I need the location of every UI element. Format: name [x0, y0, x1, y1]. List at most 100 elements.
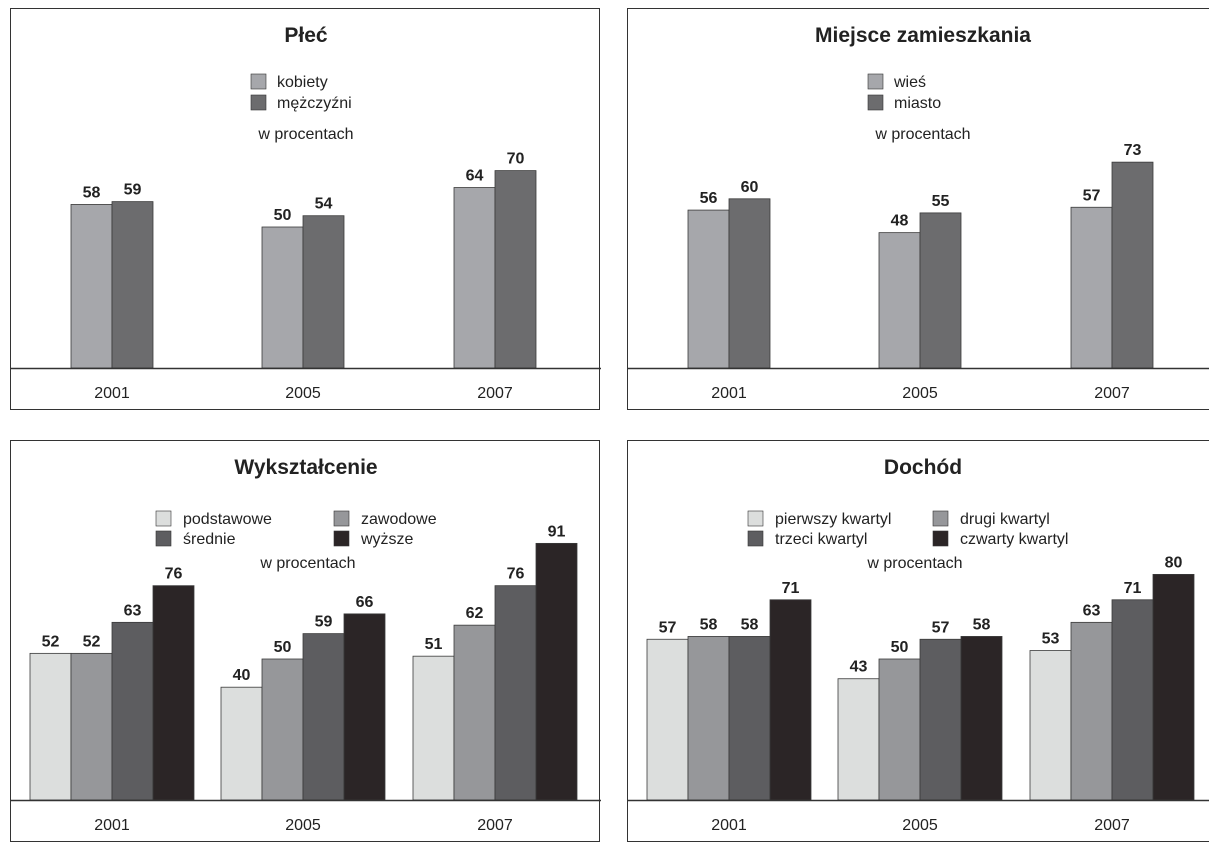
x-tick-label-2001: 2001 [94, 385, 130, 402]
bar-miasto-2005 [919, 212, 962, 369]
legend-label-mezczyzni: mężczyźni [277, 95, 352, 112]
bar-drugi-kwartyl-2005 [878, 658, 921, 801]
bar-mezczyzni-2001 [111, 201, 154, 369]
chart-panel-plec: Płeć kobiety mężczyźni w procentach 58 59 2001… [10, 8, 601, 410]
legend-swatch-miasto [867, 94, 884, 111]
data-label-wies-2007: 57 [1083, 187, 1101, 204]
chart-title: Płeć [284, 24, 328, 47]
data-label-drugi-kwartyl-2007: 63 [1083, 602, 1101, 619]
bar-wies-2007 [1070, 206, 1113, 369]
data-label-podstawowe-2001: 52 [42, 633, 60, 650]
bar-podstawowe-2001 [29, 652, 72, 801]
bar-drugi-kwartyl-2007 [1070, 621, 1113, 801]
legend-label-wyzsze: wyższe [360, 531, 414, 548]
bar-zawodowe-2005 [261, 658, 304, 801]
legend-label-zawodowe: zawodowe [361, 511, 437, 528]
legend-swatch-kobiety [250, 73, 267, 90]
bar-zawodowe-2007 [453, 624, 496, 801]
unit-label: w procentach [874, 126, 970, 143]
bar-miasto-2001 [728, 198, 771, 369]
data-label-mezczyzni-2007: 70 [507, 151, 525, 168]
bar-kobiety-2001 [70, 204, 113, 369]
bar-zawodowe-2001 [70, 652, 113, 801]
data-label-kobiety-2005: 50 [274, 207, 292, 224]
bar-kobiety-2007 [453, 187, 496, 369]
data-label-srednie-2001: 63 [124, 602, 142, 619]
legend-swatch-mezczyzni [250, 94, 267, 111]
data-label-miasto-2001: 60 [741, 179, 759, 196]
data-label-mezczyzni-2005: 54 [315, 196, 333, 213]
data-label-drugi-kwartyl-2005: 50 [891, 639, 909, 656]
x-tick-label-2007: 2007 [477, 817, 513, 834]
legend-label-pierwszy-kwartyl: pierwszy kwartyl [775, 511, 891, 528]
legend-label-trzeci-kwartyl: trzeci kwartyl [775, 531, 867, 548]
legend-label-drugi-kwartyl: drugi kwartyl [960, 511, 1050, 528]
bar-wyzsze-2007 [535, 542, 578, 801]
data-label-wyzsze-2007: 91 [548, 523, 566, 540]
data-label-wyzsze-2001: 76 [165, 566, 183, 583]
bar-wyzsze-2001 [152, 585, 195, 801]
data-label-pierwszy-kwartyl-2001: 57 [659, 619, 677, 636]
data-label-kobiety-2007: 64 [466, 168, 484, 185]
chart-title: Dochód [884, 456, 962, 479]
data-label-trzeci-kwartyl-2001: 58 [741, 616, 759, 633]
chart-svg: Płeć kobiety mężczyźni w procentach 58 59 2001… [11, 24, 601, 402]
x-tick-label-2005: 2005 [902, 385, 938, 402]
data-label-wies-2001: 56 [700, 190, 718, 207]
bar-wyzsze-2005 [343, 613, 386, 801]
legend-swatch-drugi-kwartyl [932, 510, 949, 527]
bar-trzeci-kwartyl-2005 [919, 638, 962, 801]
chart-title: Wykształcenie [234, 456, 377, 479]
data-label-czwarty-kwartyl-2005: 58 [973, 616, 991, 633]
chart-svg: Wykształcenie podstawowe zawodowe średnie wy… [11, 456, 601, 834]
data-label-pierwszy-kwartyl-2007: 53 [1042, 631, 1060, 648]
data-label-wies-2005: 48 [891, 213, 909, 230]
chart-title: Miejsce zamieszkania [815, 24, 1031, 47]
x-tick-label-2005: 2005 [285, 385, 321, 402]
data-label-czwarty-kwartyl-2007: 80 [1165, 554, 1183, 571]
bar-srednie-2001 [111, 621, 154, 801]
bar-podstawowe-2005 [220, 686, 263, 801]
x-tick-label-2005: 2005 [285, 817, 321, 834]
bar-srednie-2005 [302, 633, 345, 801]
legend-label-kobiety: kobiety [277, 74, 328, 91]
chart-panel-wyksztalcenie: Wykształcenie podstawowe zawodowe średnie wy… [10, 440, 601, 842]
unit-label: w procentach [866, 555, 962, 572]
data-label-trzeci-kwartyl-2005: 57 [932, 619, 950, 636]
legend-swatch-wyzsze [333, 530, 350, 547]
data-label-wyzsze-2005: 66 [356, 594, 374, 611]
chart-svg: Dochód pierwszy kwartyl drugi kwartyl trzec… [628, 456, 1209, 834]
legend-label-podstawowe: podstawowe [183, 511, 272, 528]
bar-pierwszy-kwartyl-2001 [646, 638, 689, 801]
bar-czwarty-kwartyl-2001 [769, 599, 812, 801]
data-label-srednie-2005: 59 [315, 614, 333, 631]
x-tick-label-2001: 2001 [94, 817, 130, 834]
x-tick-label-2007: 2007 [1094, 817, 1130, 834]
data-label-kobiety-2001: 58 [83, 184, 101, 201]
x-tick-label-2007: 2007 [477, 385, 513, 402]
legend-label-czwarty-kwartyl: czwarty kwartyl [960, 531, 1068, 548]
data-label-drugi-kwartyl-2001: 58 [700, 616, 718, 633]
unit-label: w procentach [259, 555, 355, 572]
legend-swatch-czwarty-kwartyl [932, 530, 949, 547]
data-label-zawodowe-2001: 52 [83, 633, 101, 650]
legend-swatch-wies [867, 73, 884, 90]
bar-podstawowe-2007 [412, 655, 455, 801]
legend-swatch-pierwszy-kwartyl [747, 510, 764, 527]
bar-wies-2001 [687, 209, 730, 369]
bar-czwarty-kwartyl-2007 [1152, 573, 1195, 801]
bar-srednie-2007 [494, 585, 537, 801]
x-tick-label-2007: 2007 [1094, 385, 1130, 402]
bar-mezczyzni-2005 [302, 215, 345, 369]
legend-label-wies: wieś [893, 74, 926, 91]
legend-swatch-podstawowe [155, 510, 172, 527]
data-label-podstawowe-2005: 40 [233, 667, 251, 684]
legend-label-srednie: średnie [183, 531, 236, 548]
data-label-miasto-2005: 55 [932, 193, 950, 210]
legend-label-miasto: miasto [894, 95, 941, 112]
bar-pierwszy-kwartyl-2005 [837, 678, 880, 801]
data-label-pierwszy-kwartyl-2005: 43 [850, 659, 868, 676]
data-label-srednie-2007: 76 [507, 566, 525, 583]
data-label-mezczyzni-2001: 59 [124, 182, 142, 199]
data-label-zawodowe-2005: 50 [274, 639, 292, 656]
